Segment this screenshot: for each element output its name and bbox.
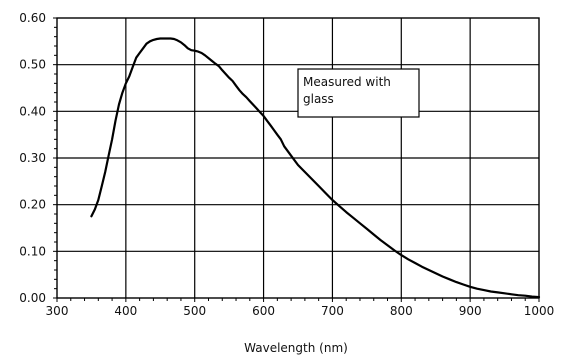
x-tick-label-1000: 1000 — [524, 304, 555, 318]
x-tick-label-500: 500 — [183, 304, 206, 318]
y-tick-label-0.40: 0.40 — [19, 104, 46, 118]
axes — [53, 17, 540, 302]
annotation-line-0: Measured with — [303, 75, 391, 89]
series-line-0 — [90, 37, 541, 299]
x-axis-title: Wavelength (nm) — [244, 341, 348, 355]
grid-lines — [57, 18, 539, 298]
tick-labels: 300 400 500 600 700 800 900 1000 0.00 0.10 0.20 0.3… — [19, 11, 554, 318]
y-tick-label-0.60: 0.60 — [19, 11, 46, 25]
x-tick-label-800: 800 — [390, 304, 413, 318]
x-tick-label-900: 900 — [459, 304, 482, 318]
x-tick-label-300: 300 — [46, 304, 69, 318]
x-tick-label-400: 400 — [114, 304, 137, 318]
y-tick-label-0.20: 0.20 — [19, 198, 46, 212]
annotation-line-1: glass — [303, 92, 334, 106]
y-tick-label-0.50: 0.50 — [19, 58, 46, 72]
y-tick-label-0.10: 0.10 — [19, 244, 46, 258]
x-tick-label-600: 600 — [252, 304, 275, 318]
x-tick-label-700: 700 — [321, 304, 344, 318]
y-tick-label-0.00: 0.00 — [19, 291, 46, 305]
series — [90, 37, 541, 299]
y-tick-label-0.30: 0.30 — [19, 151, 46, 165]
annotation: Measured with glass — [297, 68, 420, 118]
annotation-box — [297, 68, 420, 118]
